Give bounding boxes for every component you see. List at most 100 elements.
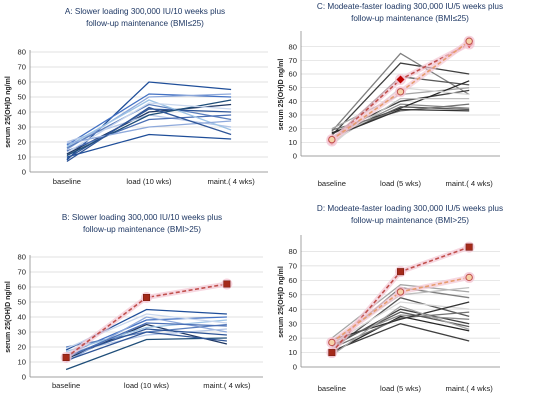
x-tick-label: baseline [318,179,346,188]
x-tick-label: maint.( 4 wks) [203,381,251,390]
x-tick-label: load (10 wks) [126,177,172,186]
panel-title-line: follow-up maintenance (BMI>25) [351,216,469,225]
y-tick-label: 30 [18,123,26,132]
series-line [331,62,470,136]
data-point [396,288,405,296]
y-tick-label: 80 [18,48,26,57]
series-line [66,93,232,151]
data-point [465,243,473,251]
series-line [66,103,232,149]
y-tick-label: 0 [22,168,26,177]
y-tick-label: 70 [289,56,297,65]
x-tick-label: baseline [53,177,81,186]
panel-title-line: follow-up maintenance (BMI>25) [83,225,201,234]
x-tick-label: load (5 wks) [380,384,421,393]
y-axis-label: serum 25(OH)D ng/ml [278,266,285,338]
y-tick-label: 40 [289,305,297,314]
panel-a: A: Slower loading 300,000 IU/10 weeks pl… [5,7,268,186]
y-tick-label: 80 [289,42,297,51]
data-point [465,37,473,45]
y-tick-label: 0 [293,363,297,372]
y-tick-label: 30 [18,328,26,337]
y-tick-label: 60 [289,276,297,285]
panel-c: C: Modeate-faster loading 300,000 IU/5 w… [278,2,503,188]
series-line [331,108,470,138]
data-point [143,293,151,301]
data-point [396,75,405,84]
panel-d: D: Modeate-faster loading 300,000 IU/5 w… [278,204,503,393]
series-line [65,331,227,362]
series-line [331,246,470,354]
series-line [331,311,470,349]
y-tick-label: 20 [18,343,26,352]
y-tick-label: 30 [289,111,297,120]
series-line [65,322,227,359]
y-tick-label: 50 [289,83,297,92]
y-tick-label: 40 [18,108,26,117]
y-tick-label: 60 [289,70,297,79]
series-line [66,133,232,158]
series-line [66,99,232,148]
series-line [65,328,227,357]
series-line [65,319,227,353]
data-point [328,349,336,357]
data-point [328,135,336,144]
x-tick-label: maint.( 4 wks) [446,384,494,393]
data-point [396,88,405,96]
panel-title-line: A: Slower loading 300,000 IU/10 weeks pl… [65,7,225,16]
y-axis-label: serum 25(OH)D ng/ml [278,59,285,131]
y-tick-label: 60 [18,78,26,87]
x-tick-label: load (5 wks) [380,179,421,188]
y-tick-label: 70 [18,63,26,72]
x-tick-label: baseline [318,384,346,393]
series-line [331,40,470,141]
y-tick-label: 20 [289,334,297,343]
series-line [66,102,232,154]
series-line [331,301,470,345]
y-tick-label: 80 [289,247,297,256]
y-tick-label: 40 [289,97,297,106]
panel-title-line: C: Modeate-faster loading 300,000 IU/5 w… [317,2,503,11]
series-line [66,114,232,152]
series-halo [329,244,471,355]
y-tick-label: 10 [289,138,297,147]
series-line [66,93,232,146]
y-tick-label: 40 [18,313,26,322]
series-line [66,99,232,157]
series-line [331,52,470,132]
y-axis-label: serum 25(OH)D ng/ml [5,281,12,353]
y-tick-label: 10 [18,153,26,162]
y-tick-label: 30 [289,319,297,328]
series-line [66,120,232,145]
y-tick-label: 80 [18,253,26,262]
y-tick-label: 60 [18,283,26,292]
y-tick-label: 0 [293,152,297,161]
y-tick-label: 50 [18,298,26,307]
panel-title-line: D: Modeate-faster loading 300,000 IU/5 w… [317,204,503,213]
panel-title-line: B: Slower loading 300,000 IU/10 weeks pl… [62,213,222,222]
panel-title-line: follow-up maintenance (BMI≤25) [351,14,469,23]
x-tick-label: maint.( 4 wks) [207,177,255,186]
y-tick-label: 0 [22,373,26,382]
x-tick-label: baseline [52,381,80,390]
data-point [62,353,70,361]
series-line [331,305,470,356]
y-tick-label: 20 [18,138,26,147]
series-line [331,315,470,354]
y-tick-label: 10 [18,358,26,367]
series-line [66,106,232,163]
y-tick-label: 70 [18,268,26,277]
data-point [396,268,404,276]
panel-b: B: Slower loading 300,000 IU/10 weeks pl… [5,213,263,390]
x-tick-label: load (10 wks) [124,381,170,390]
data-point [223,280,231,288]
y-tick-label: 20 [289,124,297,133]
y-tick-label: 50 [18,93,26,102]
y-tick-label: 10 [289,348,297,357]
data-point [465,273,473,282]
data-point [328,338,336,347]
y-tick-label: 70 [289,261,297,270]
series-line [331,323,470,352]
panel-title-line: follow-up maintenance (BMI≤25) [86,19,204,28]
